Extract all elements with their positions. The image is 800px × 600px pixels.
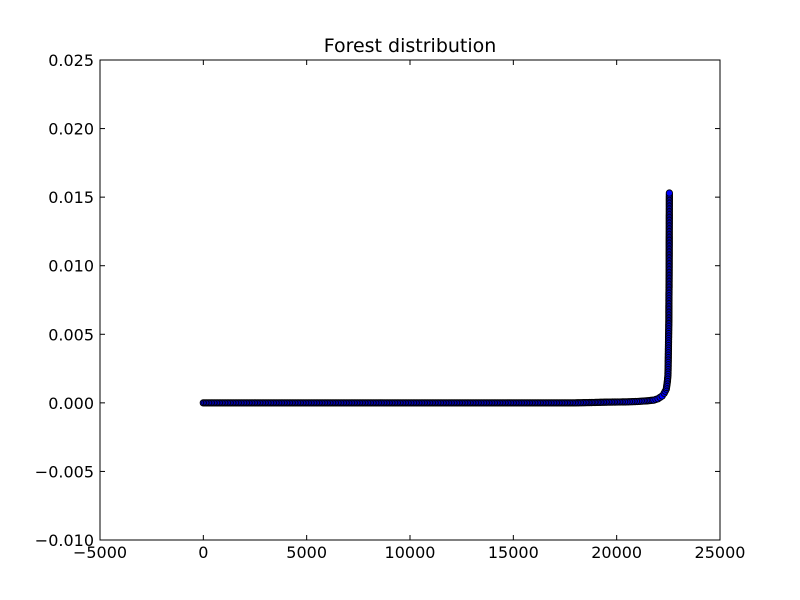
y-tick-label: 0.020 (48, 120, 94, 139)
axes: −5000 0 5000 10000 15000 20000 25000 −0.010 −0.0… (35, 51, 746, 562)
plot-frame (99, 59, 721, 541)
data-points (199, 189, 674, 407)
y-tick-label: −0.005 (35, 462, 94, 481)
y-tick-label: −0.010 (35, 531, 94, 550)
x-tick-label: 5000 (286, 543, 327, 562)
y-tick-label: 0.015 (48, 188, 94, 207)
x-tick-label: 25000 (695, 543, 746, 562)
x-tick-label: 20000 (591, 543, 642, 562)
y-tick-label: 0.000 (48, 394, 94, 413)
y-tick-label: 0.005 (48, 325, 94, 344)
x-tick-label: 15000 (488, 543, 539, 562)
x-tick-label: −5000 (73, 543, 127, 562)
y-tick-label: 0.025 (48, 51, 94, 70)
x-tick-label: 10000 (385, 543, 436, 562)
y-tick-label: 0.010 (48, 257, 94, 276)
x-tick-label: 0 (198, 543, 208, 562)
data-point (665, 189, 674, 197)
chart-title: Forest distribution (324, 35, 497, 57)
